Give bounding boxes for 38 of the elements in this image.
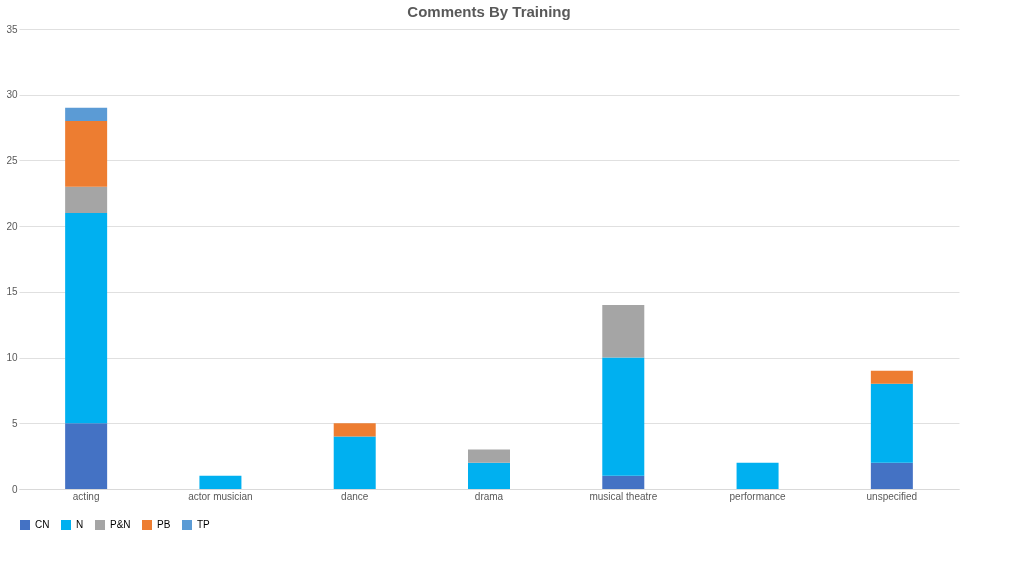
y-tick-label: 10 [6, 352, 18, 364]
bar [333, 423, 376, 437]
y-tick-label: 35 [6, 23, 18, 35]
bar [602, 357, 645, 476]
x-tick-label: musical theatre [589, 490, 658, 502]
legend-label: CN [35, 519, 50, 530]
bar [468, 462, 510, 489]
bar [65, 107, 108, 121]
y-tick-label: 15 [6, 286, 18, 298]
y-tick-label: 20 [6, 220, 18, 232]
bar [468, 449, 510, 463]
x-tick-label: acting [72, 490, 100, 502]
chart-title: Comments By Training [407, 3, 571, 20]
y-tick-label: 5 [11, 417, 18, 429]
x-tick-label: dance [341, 490, 369, 502]
x-tick-label: performance [729, 490, 787, 502]
x-tick-label: drama [474, 490, 504, 502]
bar [199, 475, 242, 489]
bar [736, 462, 779, 489]
bar [870, 462, 913, 489]
legend-label: TP [197, 519, 211, 530]
y-tick-label: 30 [6, 89, 18, 101]
legend-label: P&N [110, 519, 131, 530]
bar [870, 370, 913, 384]
legend-label: N [76, 519, 84, 530]
x-tick-label: unspecified [866, 490, 918, 502]
legend-label: PB [157, 519, 171, 530]
bar [602, 475, 645, 489]
x-tick-label: actor musician [188, 490, 253, 502]
bar [602, 305, 645, 358]
bar [870, 383, 913, 463]
y-tick-label: 25 [6, 154, 18, 166]
bar [65, 423, 108, 489]
y-tick-label: 0 [11, 483, 18, 495]
bar [65, 121, 108, 187]
bar [333, 436, 376, 489]
bar [65, 213, 108, 424]
bar [65, 186, 108, 213]
